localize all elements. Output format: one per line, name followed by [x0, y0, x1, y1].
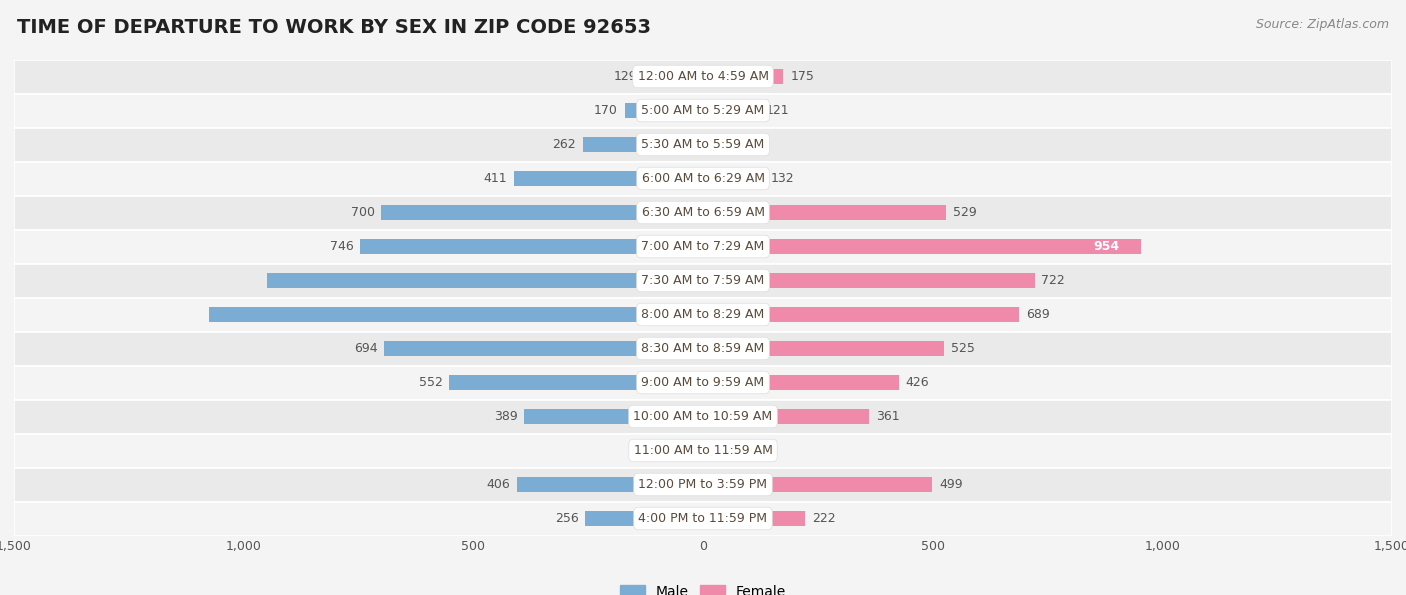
Bar [14, 230, 1392, 264]
Bar [703, 409, 869, 424]
Text: 10:00 AM to 10:59 AM: 10:00 AM to 10:59 AM [634, 410, 772, 423]
Text: 9:00 AM to 9:59 AM: 9:00 AM to 9:59 AM [641, 376, 765, 389]
Bar [703, 137, 721, 152]
Legend: Male, Female: Male, Female [614, 580, 792, 595]
Text: 426: 426 [905, 376, 929, 389]
Bar [515, 171, 703, 186]
Bar [703, 477, 932, 492]
Bar [703, 239, 1142, 254]
Bar [703, 171, 763, 186]
Bar [360, 239, 703, 254]
Text: 361: 361 [876, 410, 900, 423]
Bar [14, 127, 1392, 161]
Text: 700: 700 [350, 206, 374, 219]
Bar [450, 375, 703, 390]
Bar [267, 273, 703, 288]
Bar [14, 468, 1392, 502]
Bar [516, 477, 703, 492]
Bar [703, 375, 898, 390]
Bar [644, 69, 703, 84]
Text: 121: 121 [765, 104, 789, 117]
Text: 689: 689 [1026, 308, 1050, 321]
Bar [703, 69, 783, 84]
Text: 256: 256 [555, 512, 578, 525]
Text: 132: 132 [770, 172, 794, 185]
Text: TIME OF DEPARTURE TO WORK BY SEX IN ZIP CODE 92653: TIME OF DEPARTURE TO WORK BY SEX IN ZIP … [17, 18, 651, 37]
Text: 954: 954 [1092, 240, 1119, 253]
Bar [14, 399, 1392, 434]
Text: 39: 39 [728, 138, 744, 151]
Bar [14, 502, 1392, 536]
Text: 529: 529 [953, 206, 977, 219]
Bar [703, 443, 744, 458]
Text: 950: 950 [681, 274, 707, 287]
Text: 746: 746 [330, 240, 353, 253]
Text: 499: 499 [939, 478, 963, 491]
Text: 222: 222 [811, 512, 835, 525]
Text: 7:00 AM to 7:29 AM: 7:00 AM to 7:29 AM [641, 240, 765, 253]
Text: 389: 389 [494, 410, 517, 423]
Bar [582, 137, 703, 152]
Bar [14, 196, 1392, 230]
Bar [14, 331, 1392, 365]
Text: 722: 722 [1042, 274, 1066, 287]
Bar [703, 341, 945, 356]
Bar [624, 103, 703, 118]
Bar [14, 93, 1392, 127]
Bar [524, 409, 703, 424]
Bar [14, 434, 1392, 468]
Bar [14, 60, 1392, 93]
Text: 7:30 AM to 7:59 AM: 7:30 AM to 7:59 AM [641, 274, 765, 287]
Text: 262: 262 [553, 138, 576, 151]
Text: 12:00 PM to 3:59 PM: 12:00 PM to 3:59 PM [638, 478, 768, 491]
Bar [209, 307, 703, 322]
Bar [703, 307, 1019, 322]
Text: 89: 89 [640, 444, 655, 457]
Text: 5:30 AM to 5:59 AM: 5:30 AM to 5:59 AM [641, 138, 765, 151]
Bar [585, 511, 703, 526]
Bar [703, 273, 1035, 288]
Bar [14, 365, 1392, 399]
Text: Source: ZipAtlas.com: Source: ZipAtlas.com [1256, 18, 1389, 31]
Text: 8:00 AM to 8:29 AM: 8:00 AM to 8:29 AM [641, 308, 765, 321]
Text: 694: 694 [354, 342, 377, 355]
Text: 552: 552 [419, 376, 443, 389]
Text: 129: 129 [613, 70, 637, 83]
Text: 525: 525 [950, 342, 974, 355]
Text: 1,076: 1,076 [678, 308, 718, 321]
Text: 12:00 AM to 4:59 AM: 12:00 AM to 4:59 AM [637, 70, 769, 83]
Bar [14, 161, 1392, 196]
Text: 170: 170 [595, 104, 619, 117]
Text: 90: 90 [751, 444, 768, 457]
Bar [14, 298, 1392, 331]
Bar [662, 443, 703, 458]
Text: 4:00 PM to 11:59 PM: 4:00 PM to 11:59 PM [638, 512, 768, 525]
Bar [384, 341, 703, 356]
Bar [381, 205, 703, 220]
Text: 411: 411 [484, 172, 508, 185]
Bar [703, 511, 806, 526]
Bar [14, 264, 1392, 298]
Text: 8:30 AM to 8:59 AM: 8:30 AM to 8:59 AM [641, 342, 765, 355]
Text: 5:00 AM to 5:29 AM: 5:00 AM to 5:29 AM [641, 104, 765, 117]
Text: 6:30 AM to 6:59 AM: 6:30 AM to 6:59 AM [641, 206, 765, 219]
Text: 11:00 AM to 11:59 AM: 11:00 AM to 11:59 AM [634, 444, 772, 457]
Text: 6:00 AM to 6:29 AM: 6:00 AM to 6:29 AM [641, 172, 765, 185]
Text: 175: 175 [790, 70, 814, 83]
Text: 406: 406 [486, 478, 509, 491]
Bar [703, 103, 759, 118]
Bar [703, 205, 946, 220]
